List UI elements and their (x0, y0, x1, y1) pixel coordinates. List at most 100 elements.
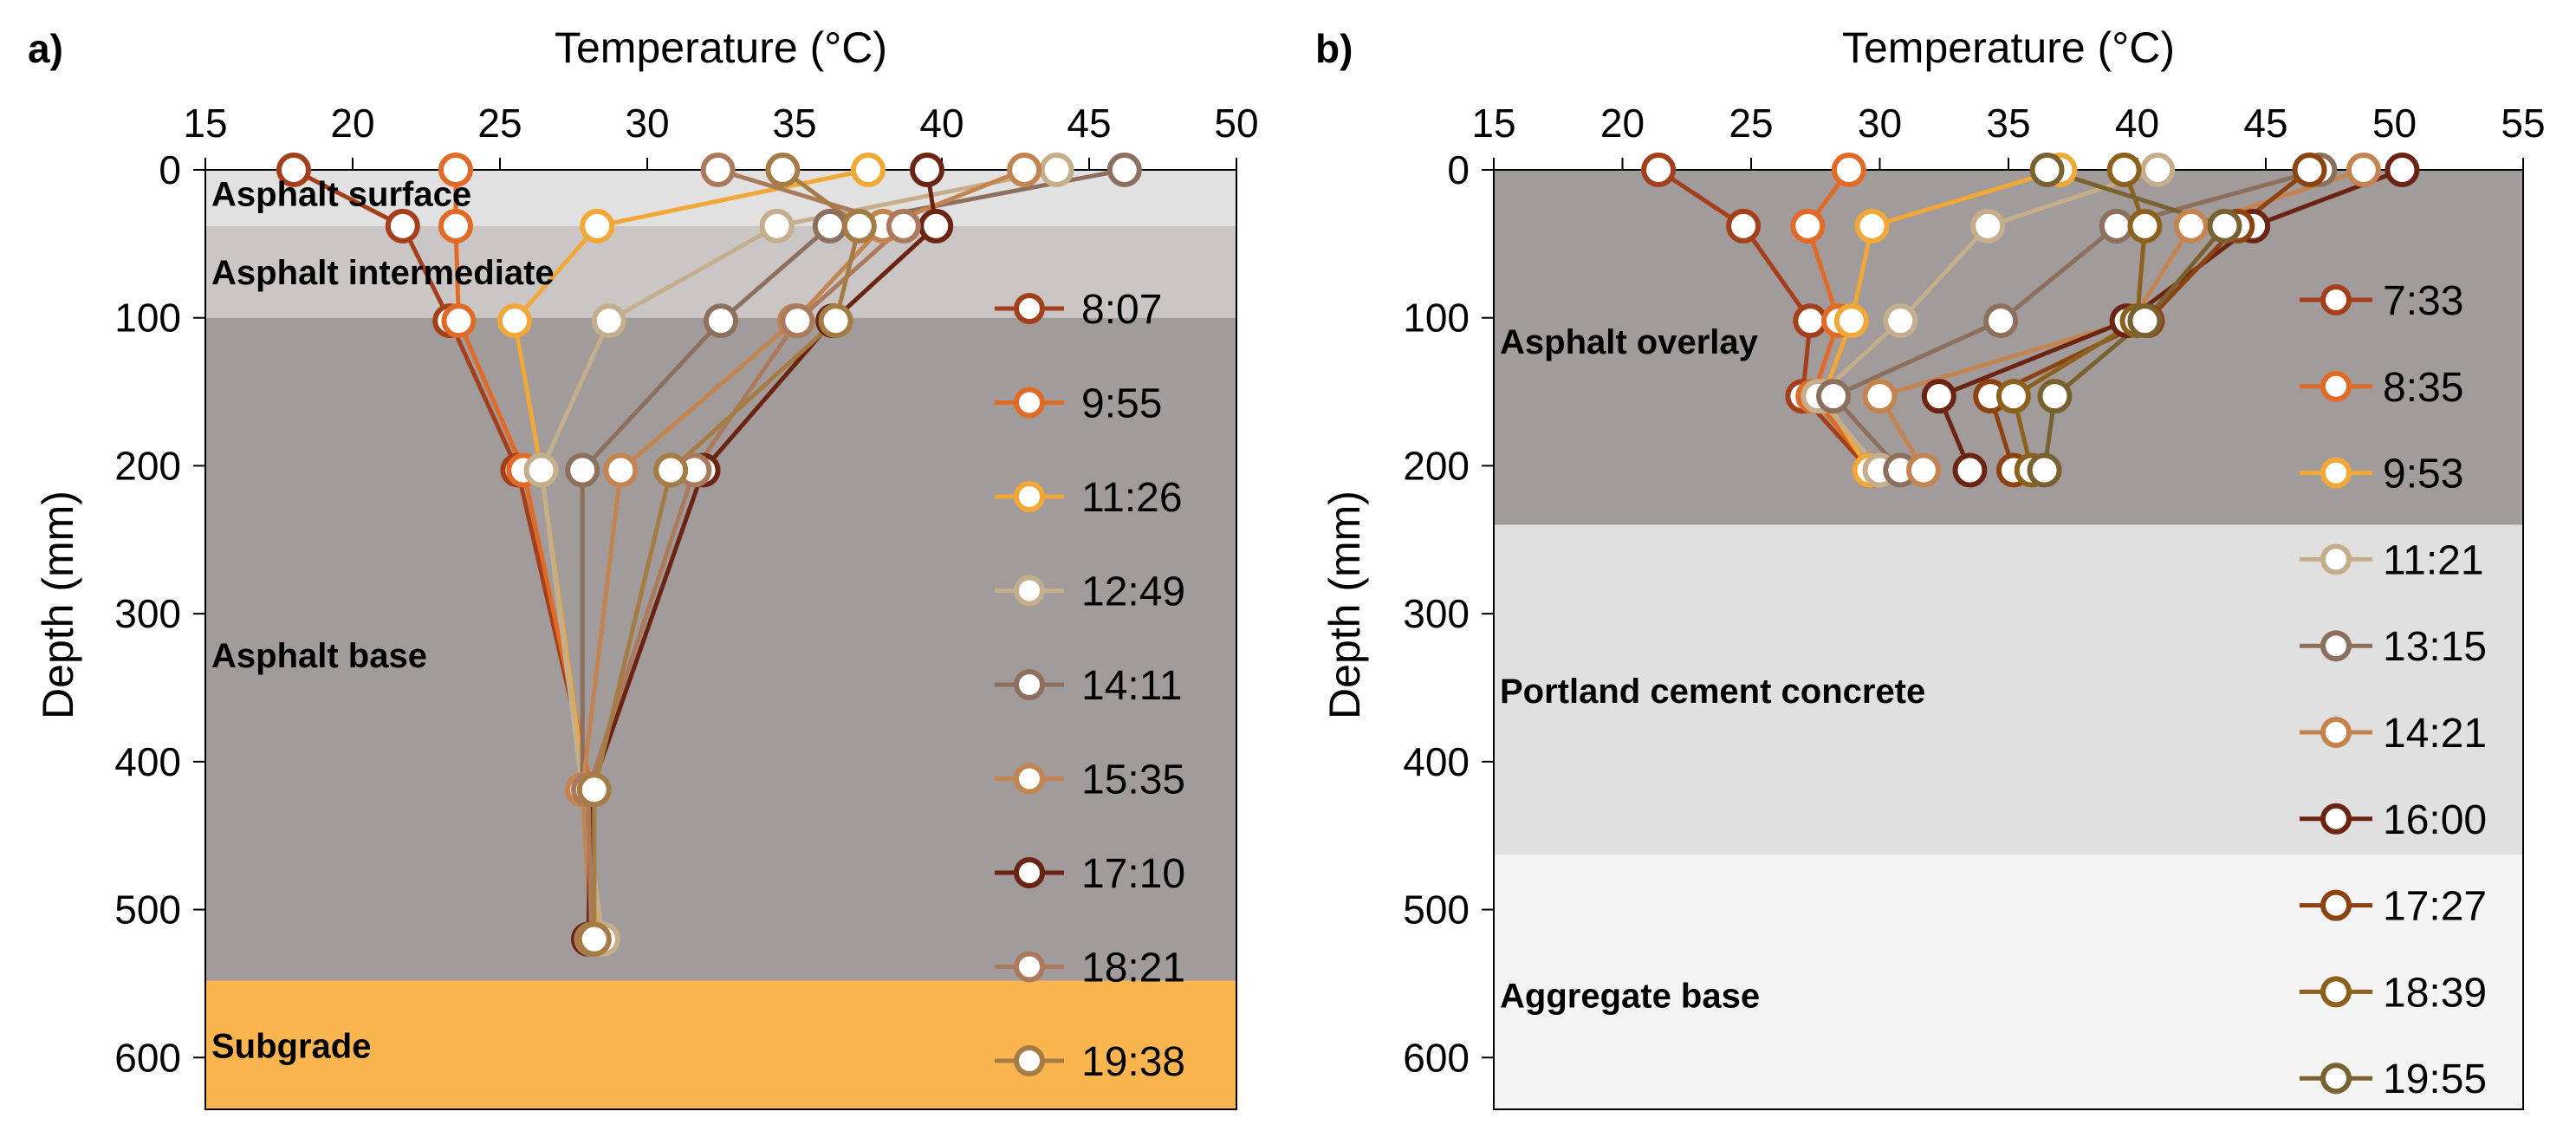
y-tick-label: 100 (114, 296, 181, 341)
x-tick-label: 40 (919, 101, 964, 146)
x-axis-title: Temperature (°C) (555, 23, 887, 72)
legend-marker (2320, 976, 2352, 1008)
legend-label: 14:21 (2383, 711, 2487, 757)
data-point (1921, 379, 1956, 414)
data-point (818, 303, 853, 339)
x-tick-label: 35 (772, 101, 816, 146)
x-tick-label: 20 (330, 101, 374, 146)
data-point (1039, 153, 1074, 187)
y-tick-label: 500 (1403, 887, 1470, 933)
data-point (1970, 208, 2006, 244)
legend-label: 19:55 (2383, 1056, 2487, 1102)
data-point (1007, 153, 1042, 187)
data-point (591, 303, 626, 339)
y-tick-label: 0 (1447, 147, 1470, 192)
legend-label: 12:49 (1081, 569, 1185, 615)
data-point (438, 153, 473, 187)
data-point (1793, 303, 1828, 339)
data-point (918, 208, 954, 244)
x-tick-label: 45 (1067, 101, 1111, 146)
data-point (1854, 208, 1890, 244)
data-point (1641, 153, 1677, 187)
data-point (576, 921, 612, 957)
x-tick-label: 25 (477, 101, 522, 146)
data-point (2027, 452, 2062, 488)
data-point (276, 153, 311, 187)
legend-label: 11:26 (1081, 475, 1183, 521)
legend-label: 7:33 (2383, 278, 2463, 324)
legend-marker (1014, 575, 1045, 607)
data-point (759, 208, 795, 244)
data-point (1995, 379, 2031, 414)
data-point (1905, 452, 1941, 488)
legend-marker (2320, 1063, 2352, 1095)
legend-marker (1014, 481, 1045, 512)
data-point (2029, 153, 2065, 187)
layer-band (205, 980, 1236, 1109)
legend-label: 15:35 (1081, 757, 1185, 803)
y-tick-label: 500 (114, 887, 181, 933)
legend-label: 19:38 (1081, 1039, 1185, 1085)
y-tick-label: 600 (1403, 1035, 1470, 1080)
data-point (603, 452, 639, 488)
layer-label: Asphalt base (211, 637, 427, 675)
data-point (1983, 303, 2019, 339)
data-point (438, 208, 473, 244)
data-point (2037, 379, 2073, 414)
data-point (2106, 153, 2142, 187)
y-axis-title: Depth (mm) (1320, 491, 1369, 719)
layer-label: Asphalt overlay (1500, 323, 1759, 361)
data-point (886, 208, 921, 244)
legend-marker (2320, 284, 2352, 315)
x-tick-label: 40 (2115, 101, 2159, 146)
legend: 7:33 8:35 9:53 11:21 13:15 14:21 16:00 17:27 18:… (2300, 278, 2487, 1102)
layer-label: Aggregate base (1500, 978, 1760, 1016)
layer-label: Asphalt intermediate (211, 254, 555, 292)
data-point (851, 153, 886, 187)
y-tick-label: 200 (1403, 443, 1470, 488)
data-point (1862, 379, 1898, 414)
legend-marker (2320, 370, 2352, 402)
chart-panel-a: 15 20 25 30 35 40 45 50 Temperature (°C) 0 100 200 3… (28, 23, 1259, 1110)
y-axis-title: Depth (mm) (34, 491, 82, 719)
legend-marker (2320, 630, 2352, 662)
data-point (910, 153, 944, 187)
data-point (1831, 153, 1866, 187)
data-point (841, 208, 877, 244)
data-point (2140, 153, 2176, 187)
data-point (497, 303, 532, 339)
legend-marker (1014, 387, 1045, 419)
legend-label: 17:10 (1081, 851, 1185, 897)
y-tick-label: 600 (114, 1035, 181, 1080)
data-point (1106, 153, 1142, 187)
legend-marker (2320, 543, 2352, 575)
x-axis-title: Temperature (°C) (1842, 23, 2175, 72)
data-point (700, 153, 736, 187)
data-point (1790, 208, 1826, 244)
x-tick-label: 50 (1214, 101, 1258, 146)
legend-marker (2320, 717, 2352, 748)
data-point (441, 303, 477, 339)
data-point (1883, 303, 1918, 339)
data-point (565, 452, 600, 488)
layer-band (205, 225, 1236, 318)
x-tick-label: 50 (2372, 101, 2417, 146)
legend-label: 9:55 (1081, 381, 1162, 427)
data-point (1726, 208, 1762, 244)
y-tick-label: 300 (114, 591, 181, 636)
data-point (2099, 208, 2134, 244)
legend-marker (1014, 763, 1045, 795)
legend-label: 16:00 (2383, 797, 2487, 843)
data-point (1952, 452, 1988, 488)
legend-label: 18:21 (1081, 946, 1185, 991)
x-tick-label: 45 (2243, 101, 2287, 146)
panel-label: a) (28, 26, 63, 71)
legend-label: 8:07 (1081, 287, 1162, 333)
x-tick-label: 35 (1986, 101, 2030, 146)
y-tick-label: 400 (114, 739, 181, 784)
layer-label: Asphalt surface (211, 175, 471, 213)
data-point (2346, 153, 2381, 187)
legend-marker (1014, 951, 1045, 983)
legend-label: 13:15 (2383, 624, 2487, 670)
